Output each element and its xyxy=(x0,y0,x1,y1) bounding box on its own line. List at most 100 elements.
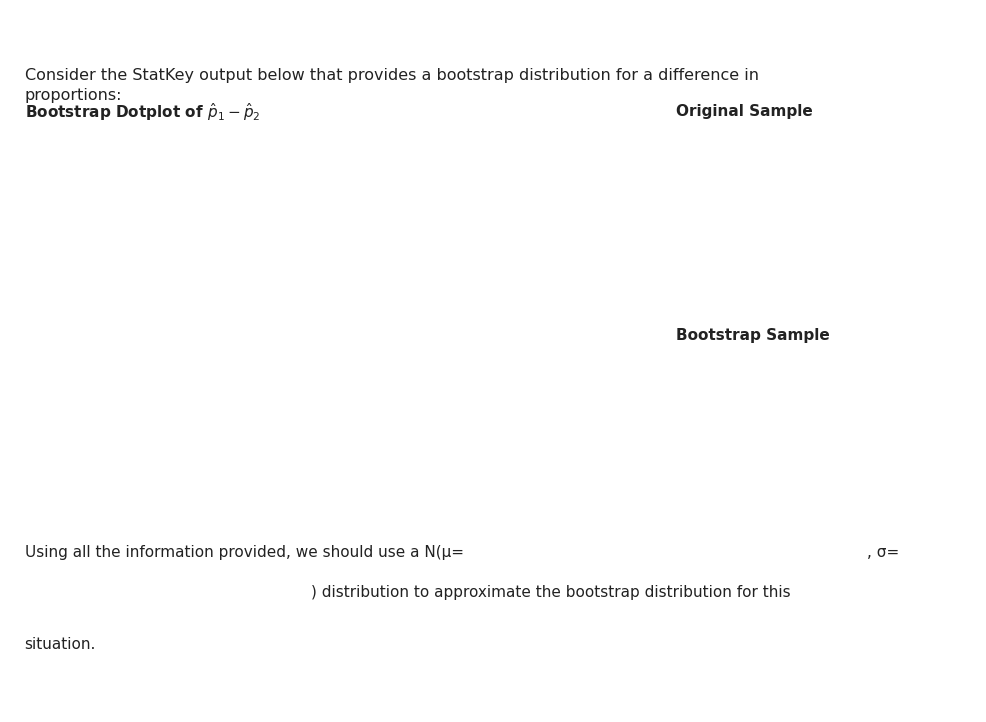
Bar xyxy=(136,504,141,516)
Text: -0.025: -0.025 xyxy=(923,485,960,498)
FancyBboxPatch shape xyxy=(72,130,86,150)
FancyBboxPatch shape xyxy=(666,128,972,316)
Text: n/a: n/a xyxy=(832,282,851,295)
Bar xyxy=(75,504,81,516)
Bar xyxy=(217,365,222,516)
Text: [ Select ]: [ Select ] xyxy=(572,544,635,559)
Text: 0.349: 0.349 xyxy=(927,402,960,415)
Bar xyxy=(379,196,384,516)
Bar xyxy=(108,498,114,516)
Bar xyxy=(250,305,255,516)
Text: Count: Count xyxy=(766,151,803,161)
FancyBboxPatch shape xyxy=(674,134,963,178)
Bar xyxy=(230,356,236,516)
Bar xyxy=(453,313,458,516)
Text: Original Sample: Original Sample xyxy=(675,105,812,119)
Bar xyxy=(465,399,471,516)
Bar xyxy=(506,435,512,516)
Text: 0.374: 0.374 xyxy=(927,444,960,457)
Bar xyxy=(129,510,134,516)
Text: Group 2: Group 2 xyxy=(690,444,738,457)
Bar xyxy=(486,399,492,516)
Bar xyxy=(513,447,519,516)
Bar xyxy=(223,353,229,516)
Bar xyxy=(527,465,532,516)
Text: Proportion: Proportion xyxy=(883,362,950,373)
Bar xyxy=(520,456,526,516)
Bar xyxy=(493,404,498,516)
Text: , σ=: , σ= xyxy=(866,545,898,560)
Bar xyxy=(324,126,330,516)
Bar xyxy=(237,365,243,516)
FancyBboxPatch shape xyxy=(190,130,204,150)
Bar xyxy=(115,501,121,516)
Text: Using all the information provided, we should use a N(μ=: Using all the information provided, we s… xyxy=(25,545,463,560)
Bar xyxy=(372,162,377,516)
Text: ∨: ∨ xyxy=(834,545,843,558)
Text: -15: -15 xyxy=(775,282,794,295)
Bar xyxy=(156,465,162,516)
Text: Proportion: Proportion xyxy=(883,151,950,161)
Bar xyxy=(284,256,290,516)
Bar xyxy=(142,486,148,516)
Text: Consider the StatKey output below that provides a bootstrap distribution for a d: Consider the StatKey output below that p… xyxy=(25,69,758,83)
Text: 86: 86 xyxy=(834,193,849,206)
Bar xyxy=(412,256,417,516)
Bar xyxy=(304,222,310,516)
Bar xyxy=(614,510,619,516)
Bar xyxy=(567,492,573,516)
Text: Left Tail: Left Tail xyxy=(91,135,130,144)
Bar xyxy=(263,295,269,516)
Bar xyxy=(196,422,202,516)
Text: Group 2: Group 2 xyxy=(690,238,738,251)
Text: Right Tail: Right Tail xyxy=(327,135,375,144)
Bar xyxy=(479,380,485,516)
Text: Bootstrap Dotplot of $\hat{p}_1 - \hat{p}_2$: Bootstrap Dotplot of $\hat{p}_1 - \hat{p… xyxy=(25,101,260,123)
Bar xyxy=(102,501,107,516)
Bar xyxy=(634,507,640,516)
Bar xyxy=(203,389,209,516)
Text: Sample
Size: Sample Size xyxy=(818,145,865,167)
Bar xyxy=(419,286,424,516)
Bar xyxy=(331,196,336,516)
Bar xyxy=(291,171,296,516)
Bar xyxy=(459,362,464,516)
Bar xyxy=(189,453,195,516)
Bar xyxy=(311,207,317,516)
Text: 30: 30 xyxy=(777,402,792,415)
Bar xyxy=(96,507,101,516)
Bar xyxy=(540,480,545,516)
Bar xyxy=(277,250,283,516)
Text: -0.119: -0.119 xyxy=(922,282,960,295)
Text: Bootstrap Sample: Bootstrap Sample xyxy=(675,329,829,343)
Bar xyxy=(149,471,155,516)
Bar xyxy=(351,180,357,516)
Text: [ Select ]: [ Select ] xyxy=(41,584,104,599)
Bar xyxy=(82,504,88,516)
Bar xyxy=(432,319,438,516)
Text: ∨: ∨ xyxy=(272,585,281,598)
Text: 0.364: 0.364 xyxy=(927,238,960,251)
Text: Group 1: Group 1 xyxy=(690,402,738,415)
Bar xyxy=(546,495,552,516)
Bar xyxy=(594,507,599,516)
Bar xyxy=(385,144,390,516)
Bar xyxy=(176,462,181,516)
Text: 0.244: 0.244 xyxy=(927,193,960,206)
Bar xyxy=(533,450,538,516)
Text: 99: 99 xyxy=(834,444,849,457)
FancyBboxPatch shape xyxy=(674,347,963,388)
Text: Two-Tail: Two-Tail xyxy=(209,135,248,144)
Bar xyxy=(210,432,215,516)
Bar xyxy=(358,183,364,516)
Bar xyxy=(641,513,647,516)
Bar xyxy=(581,498,586,516)
Bar xyxy=(446,341,452,516)
Text: samples = 4000
mean = -0.118
std. error = 0.068: samples = 4000 mean = -0.118 std. error … xyxy=(539,133,646,186)
FancyBboxPatch shape xyxy=(309,130,322,150)
Text: -0.118: -0.118 xyxy=(327,547,366,560)
Text: 37: 37 xyxy=(777,444,792,457)
Text: 36: 36 xyxy=(777,238,792,251)
Bar xyxy=(317,204,323,516)
Text: 86: 86 xyxy=(834,402,849,415)
